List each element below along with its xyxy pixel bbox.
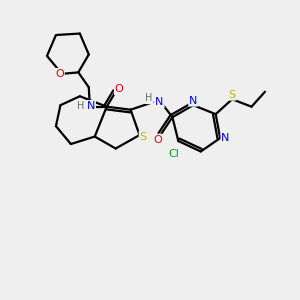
Text: N: N xyxy=(221,133,230,143)
Text: H: H xyxy=(77,101,84,111)
Text: S: S xyxy=(140,132,147,142)
Text: O: O xyxy=(153,134,162,145)
Text: S: S xyxy=(229,90,236,100)
Text: N: N xyxy=(189,96,197,106)
Text: N: N xyxy=(155,97,164,107)
Text: O: O xyxy=(55,69,64,79)
Text: O: O xyxy=(115,84,124,94)
Text: H: H xyxy=(146,93,153,103)
Text: Cl: Cl xyxy=(169,149,179,160)
Text: N: N xyxy=(87,101,95,111)
